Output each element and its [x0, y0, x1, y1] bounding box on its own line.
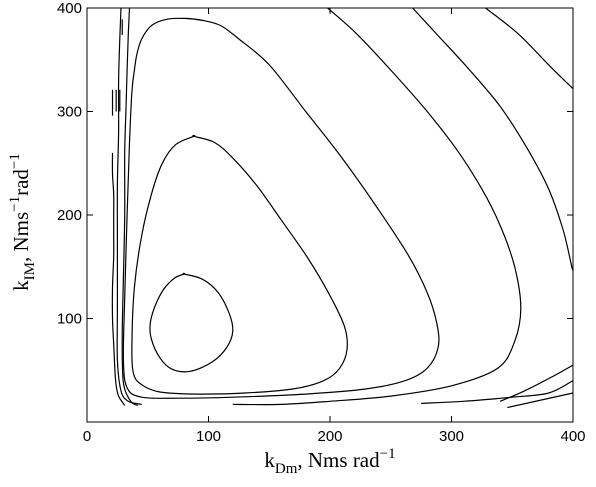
y-tick-label: 400	[57, 0, 82, 17]
y-label-sup1: −1	[7, 196, 23, 212]
x-label-rest: , Nms rad	[297, 448, 380, 472]
contour-line-13	[421, 380, 574, 404]
x-label-main: k	[264, 448, 275, 472]
x-label-sub: Dm	[275, 461, 298, 477]
contour-line-14	[485, 7, 574, 90]
y-label-rest: , Nms	[9, 212, 33, 262]
contour-line-12	[412, 7, 574, 271]
y-label-mid: rad	[9, 169, 33, 196]
y-tick-label: 300	[57, 104, 82, 121]
contour-line-1	[149, 272, 234, 373]
y-label-sub: IM	[22, 262, 38, 280]
x-tick-label: 0	[83, 428, 91, 445]
y-axis-label: kIM, Nms−1rad−1	[7, 153, 38, 291]
contour-line-16	[507, 392, 574, 409]
contour-line-2	[131, 134, 348, 395]
contour-line-3	[122, 17, 440, 399]
x-tick-label: 200	[317, 428, 342, 445]
contour-line-11	[232, 7, 522, 406]
x-tick-label: 300	[439, 428, 464, 445]
tick-labels: 0 100 200 300 400 100 200 300 400	[57, 0, 586, 445]
plot-frame	[86, 7, 574, 423]
axis-ticks	[86, 7, 574, 422]
contour-line-15	[499, 364, 574, 402]
y-tick-label: 200	[57, 207, 82, 224]
x-tick-label: 100	[196, 428, 221, 445]
x-label-sup: −1	[380, 446, 396, 462]
y-label-sup2: −1	[7, 153, 23, 169]
contour-line-5	[121, 7, 139, 406]
contour-lines	[111, 7, 574, 409]
contour-line-4	[116, 7, 142, 405]
x-axis-label: kDm, Nms rad−1	[264, 446, 395, 477]
y-tick-label: 100	[57, 311, 82, 328]
contour-line-10	[111, 152, 126, 406]
y-label-main: k	[9, 280, 33, 291]
x-tick-label: 400	[560, 428, 585, 445]
